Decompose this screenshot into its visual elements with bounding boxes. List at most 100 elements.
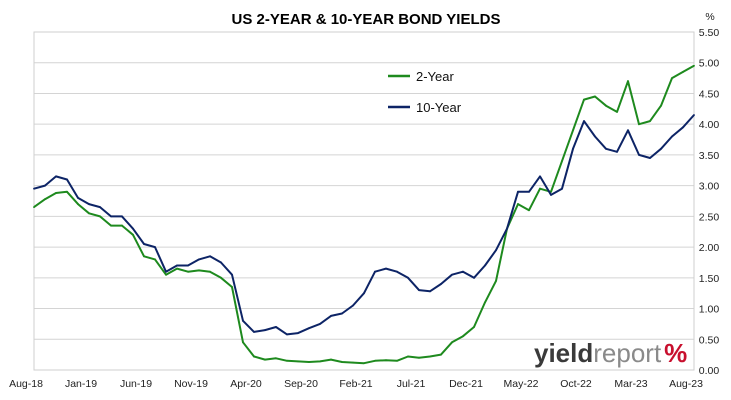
data-point xyxy=(363,362,365,365)
data-point xyxy=(253,355,255,358)
data-point xyxy=(495,249,497,252)
y-tick-label: 3.00 xyxy=(699,181,720,193)
data-point xyxy=(660,147,662,150)
y-tick-label: 4.00 xyxy=(699,119,720,131)
data-point xyxy=(517,203,519,205)
data-point xyxy=(187,270,189,273)
data-point xyxy=(374,359,376,362)
logo-text-report: report xyxy=(593,338,662,368)
data-point xyxy=(341,312,343,315)
data-point xyxy=(363,292,365,295)
data-point xyxy=(627,80,629,83)
data-point xyxy=(143,255,145,258)
data-point xyxy=(583,120,585,123)
data-point xyxy=(33,206,35,209)
data-point xyxy=(396,359,398,362)
data-point xyxy=(418,289,420,292)
data-point xyxy=(561,187,563,190)
data-point xyxy=(198,258,200,261)
data-point xyxy=(242,341,244,344)
x-tick-label: Jan-19 xyxy=(65,378,97,390)
data-point xyxy=(66,178,68,181)
y-tick-label: 3.50 xyxy=(699,150,720,162)
data-point xyxy=(451,341,453,344)
data-point xyxy=(132,227,134,230)
data-point xyxy=(231,286,233,288)
data-point xyxy=(462,270,464,273)
data-point xyxy=(385,359,387,362)
y-tick-label: 1.00 xyxy=(699,304,720,316)
data-point xyxy=(165,270,167,273)
data-point xyxy=(352,304,354,307)
data-point xyxy=(682,126,684,129)
gridlines xyxy=(34,31,694,371)
data-point xyxy=(198,269,200,272)
data-point xyxy=(143,243,145,245)
data-point xyxy=(517,190,519,193)
y-tick-label: 2.50 xyxy=(699,211,720,223)
data-point xyxy=(341,361,343,363)
data-point xyxy=(77,203,79,205)
data-point xyxy=(187,264,189,267)
data-point xyxy=(209,270,211,273)
data-point xyxy=(495,279,497,282)
data-point xyxy=(671,135,673,138)
series-10-year xyxy=(33,114,695,336)
data-point xyxy=(220,261,222,264)
logo-text-yield: yield xyxy=(534,338,593,368)
data-point xyxy=(220,276,222,279)
data-point xyxy=(374,270,376,273)
data-point xyxy=(286,359,288,362)
data-point xyxy=(308,361,310,363)
data-point xyxy=(385,267,387,270)
x-tick-label: Nov-19 xyxy=(174,378,208,390)
legend-label-10-year: 10-Year xyxy=(416,100,462,115)
series-2-year xyxy=(33,64,695,365)
data-point xyxy=(286,333,288,336)
yieldreport-logo: yieldreport% xyxy=(534,338,687,368)
data-point xyxy=(297,360,299,363)
data-point xyxy=(638,154,640,156)
data-point xyxy=(528,209,530,212)
x-tick-label: Jul-21 xyxy=(397,378,426,390)
data-point xyxy=(165,273,167,276)
data-point xyxy=(429,290,431,293)
data-point xyxy=(638,123,640,126)
data-point xyxy=(649,157,651,159)
data-point xyxy=(473,276,475,279)
data-point xyxy=(616,150,618,153)
x-tick-label: Aug-18 xyxy=(9,378,43,390)
x-tick-label: May-22 xyxy=(503,378,538,390)
data-point xyxy=(429,355,431,358)
y-tick-label: 1.50 xyxy=(699,273,720,285)
data-point xyxy=(275,357,277,360)
data-point xyxy=(462,335,464,338)
series-line xyxy=(33,114,695,336)
data-point xyxy=(308,327,310,330)
data-point xyxy=(77,197,79,199)
data-point xyxy=(264,358,266,361)
data-point xyxy=(275,326,277,328)
series-line xyxy=(33,64,695,365)
data-point xyxy=(440,283,442,285)
x-tick-label: Jun-19 xyxy=(120,378,152,390)
data-point xyxy=(319,323,321,325)
data-point xyxy=(176,267,178,270)
data-point xyxy=(154,258,156,261)
x-tick-label: Dec-21 xyxy=(449,378,483,390)
data-point xyxy=(407,276,409,279)
data-point xyxy=(484,301,486,304)
plot-area-frame xyxy=(33,31,695,371)
data-point xyxy=(66,190,68,193)
data-point xyxy=(605,104,607,107)
data-point xyxy=(418,356,420,359)
data-point xyxy=(671,77,673,79)
data-point xyxy=(572,129,574,132)
data-point xyxy=(451,273,453,276)
y-tick-label: 4.50 xyxy=(699,88,720,100)
data-point xyxy=(594,95,596,98)
data-point xyxy=(506,227,508,230)
data-point xyxy=(682,71,684,73)
data-point xyxy=(110,224,112,227)
